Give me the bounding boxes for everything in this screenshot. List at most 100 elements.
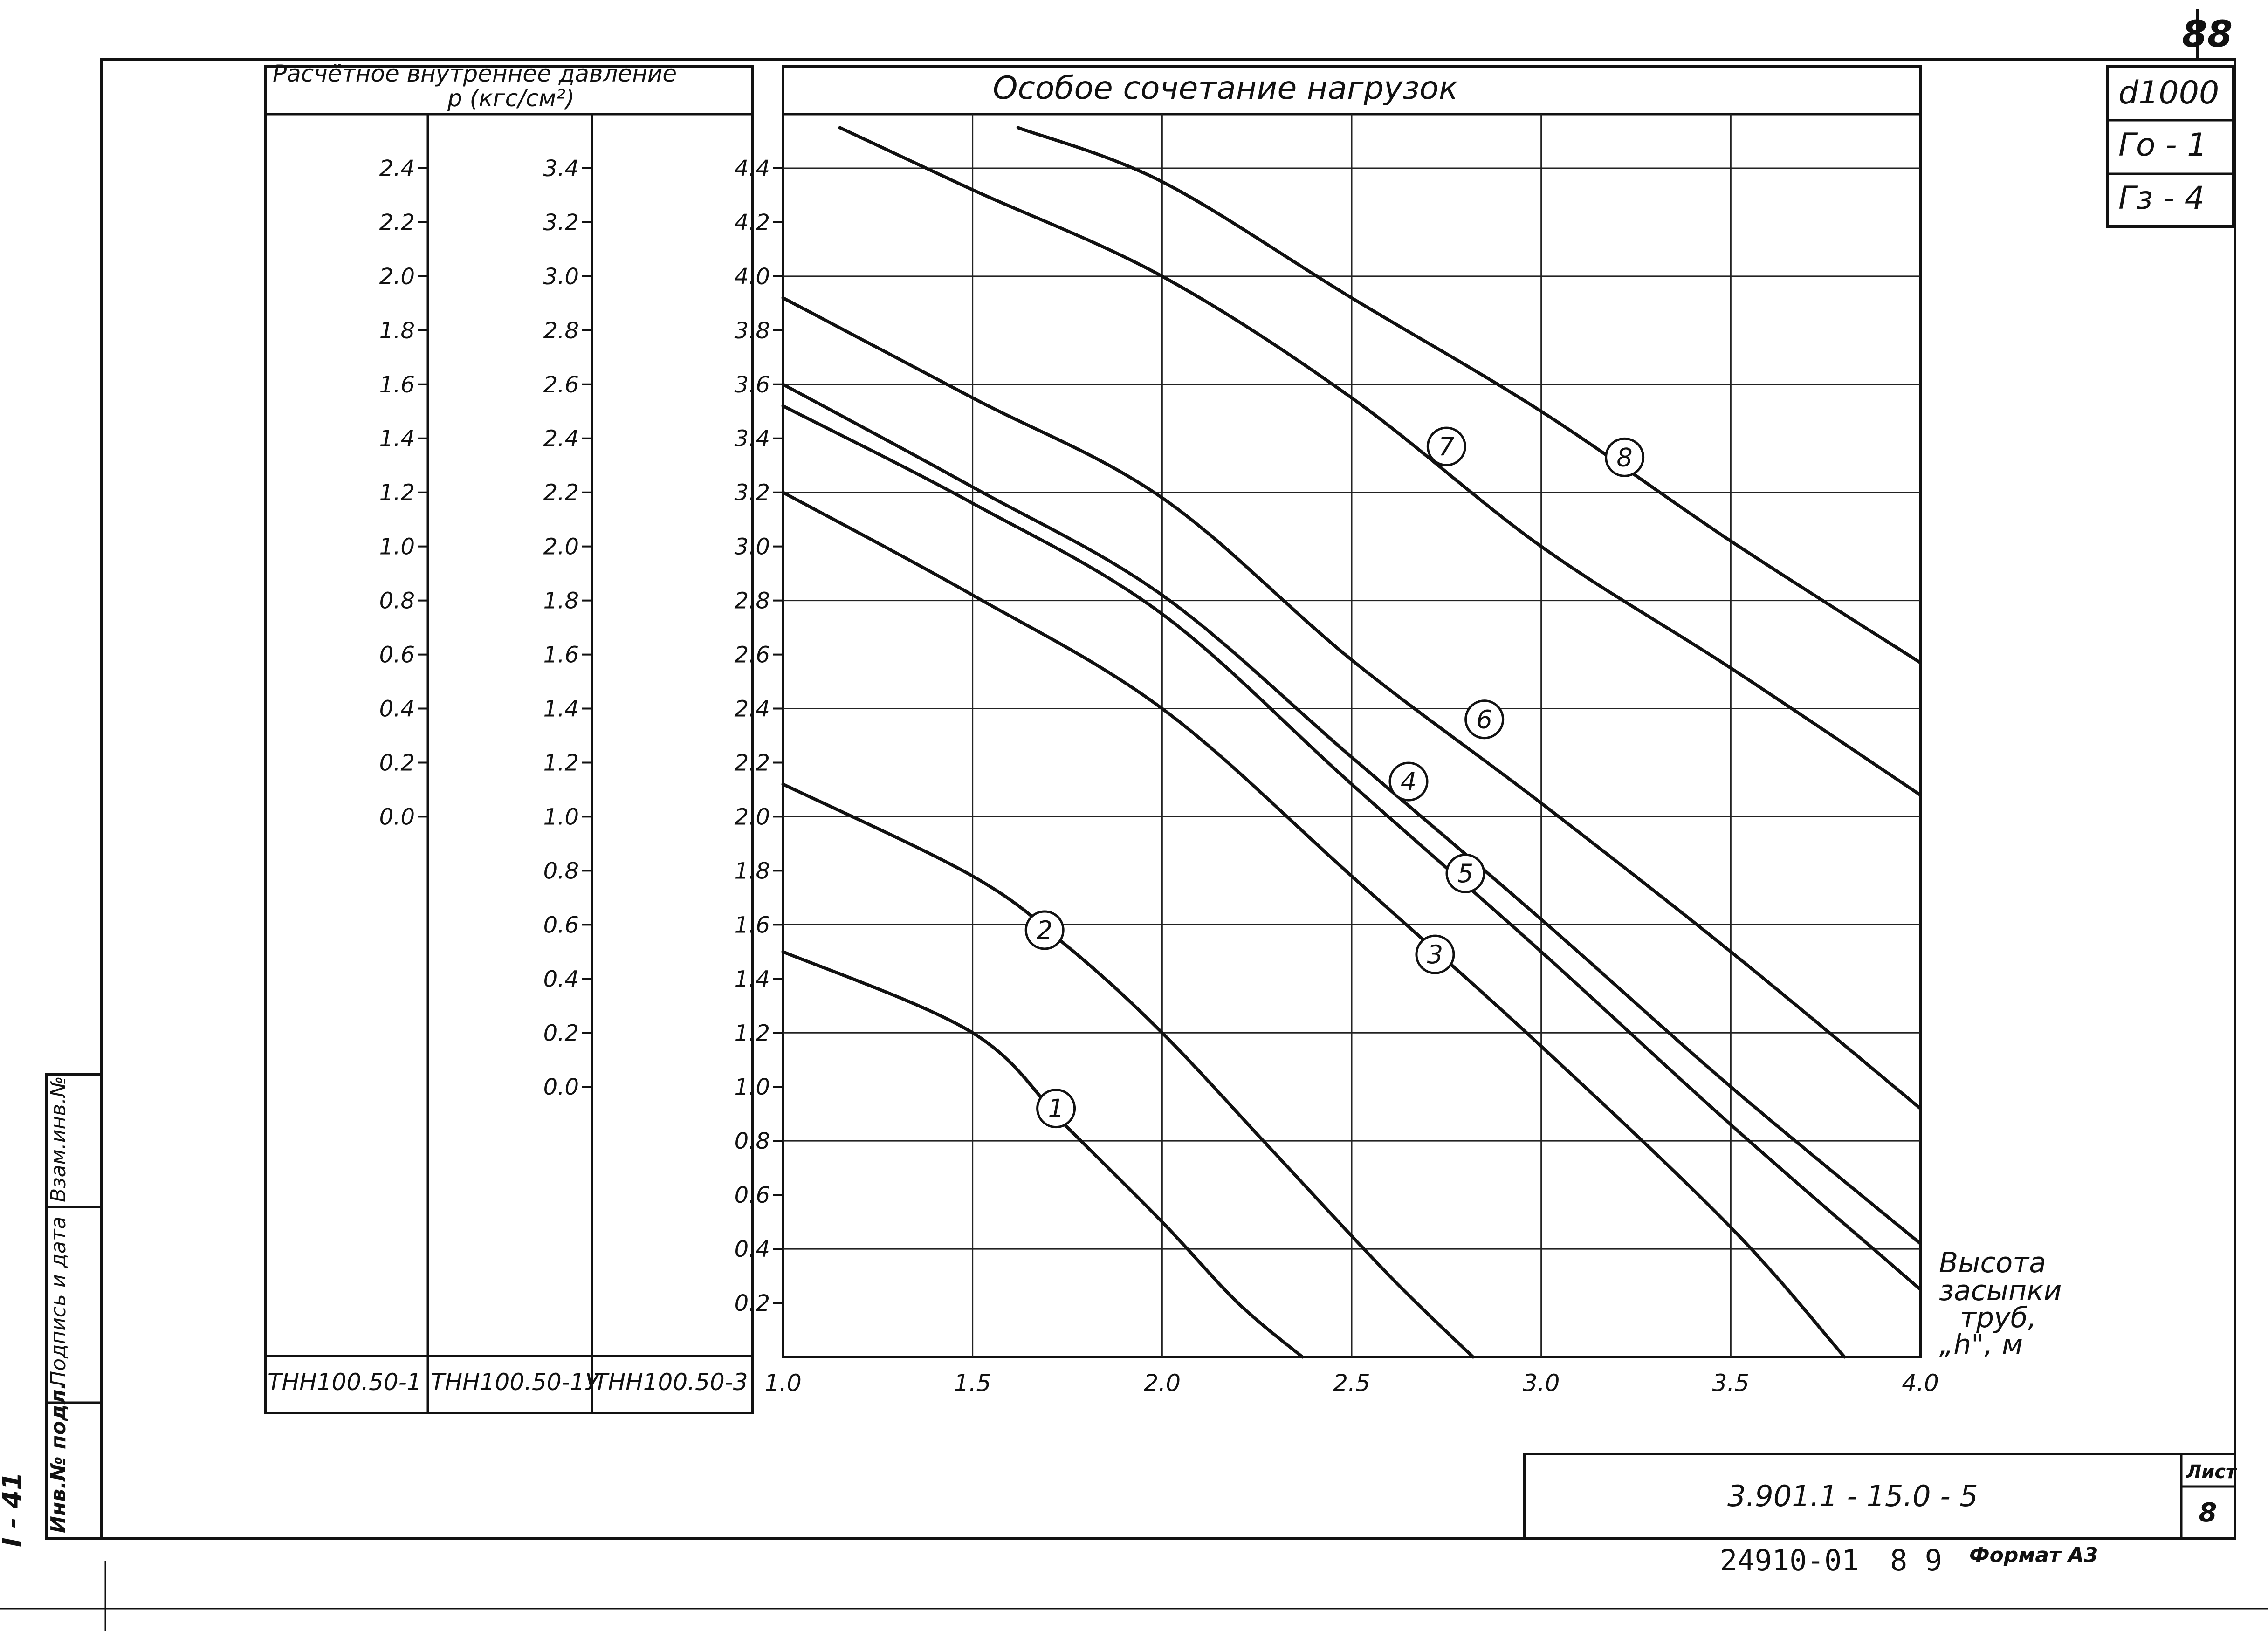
- title-block: 3.901.1 - 15.0 - 5 Лист 8 24910-01 8 9 Ф…: [1523, 1453, 2238, 1577]
- scale-table-border: [264, 65, 754, 1414]
- scale-tick-label: 3.4: [543, 156, 579, 182]
- curve-marker-2: 2: [1024, 910, 1065, 950]
- axis-label-line1: Высота: [1939, 1247, 2046, 1279]
- scale-label-2: ТНН100.50-1У: [431, 1369, 601, 1396]
- spec-gamma-z: Гз - 4: [2118, 180, 2205, 217]
- stamp-inventory-label: Инв.№ подл.: [47, 1382, 70, 1533]
- scale-tick-label: 4.0: [735, 264, 770, 290]
- curve-marker-6: 6: [1464, 699, 1505, 740]
- scale-tick-label: 0.2: [379, 750, 415, 776]
- scale-tick-label: 2.6: [735, 642, 770, 668]
- scale-tick-label: 2.4: [543, 426, 579, 452]
- curve-marker-label: 5: [1457, 859, 1473, 888]
- scale-tick-label: 1.4: [543, 696, 579, 722]
- x-tick-label: 3.5: [1712, 1370, 1750, 1397]
- x-tick-label: 3.0: [1523, 1370, 1560, 1397]
- x-tick-label: 1.5: [954, 1370, 991, 1397]
- curve-marker-circle: [1464, 699, 1505, 740]
- spec-gamma-o: Гo - 1: [2118, 127, 2207, 164]
- x-tick-label: 4.0: [1902, 1370, 1939, 1397]
- scale-tick-label: 2.0: [379, 264, 415, 290]
- scale-label-3: ТНН100.50-3: [594, 1369, 748, 1396]
- curve-marker-8: 8: [1605, 437, 1645, 477]
- scale-tick-label: 2.4: [379, 156, 415, 182]
- curve-3: [781, 491, 1846, 1359]
- sheet-number: 8: [2199, 1498, 2217, 1528]
- curve-marker-circle: [1445, 853, 1485, 893]
- x-tick-labels: 1.0 1.5 2.0 2.5 3.0 3.5 4.0: [764, 1370, 1939, 1397]
- curve-marker-circle: [1426, 426, 1466, 466]
- scale-tick-label: 2.6: [543, 372, 579, 398]
- axis-label-line2: засыпки: [1939, 1275, 2062, 1307]
- spec-box: d1000 Гo - 1 Гз - 4: [2106, 65, 2235, 228]
- title-block-border: [1523, 1453, 2236, 1540]
- x-tick-label: 2.5: [1333, 1370, 1370, 1397]
- curve-marker-label: 6: [1476, 705, 1492, 734]
- chart-grid: [783, 114, 1920, 1357]
- curve-marker-1: 1: [1036, 1089, 1076, 1129]
- scale-tick-label: 1.0: [735, 1074, 770, 1100]
- scale-tick-label: 1.2: [543, 750, 579, 776]
- scale-tick-label: 3.2: [735, 480, 770, 506]
- spec-diameter: d1000: [2118, 75, 2219, 111]
- sheet-marker: I - 41: [0, 1472, 27, 1547]
- curve-marker-label: 4: [1401, 767, 1416, 796]
- scale-label-1: ТНН100.50-1: [268, 1369, 422, 1396]
- stamp-signature-label: Подпись и дата: [47, 1217, 70, 1386]
- curve-marker-circle: [1388, 761, 1429, 802]
- scale-tick-label: 2.8: [543, 318, 579, 344]
- scale-tick-label: 0.8: [379, 588, 415, 614]
- scale-tick-label: 0.8: [735, 1128, 770, 1154]
- scale-tick-label: 1.8: [543, 588, 579, 614]
- curve-marker-4: 4: [1388, 761, 1429, 802]
- scale-ticks: 2.4 2.2 2.0 1.8 1.6 1.4 1.2 1.0 0.8 0.6 0.4 0.2 0.0 3…: [379, 156, 783, 1316]
- scale-tick-label: 1.8: [735, 858, 770, 884]
- curve-6: [781, 296, 1922, 1110]
- x-tick-label: 2.0: [1144, 1370, 1181, 1397]
- scale-tick-label: 3.2: [543, 210, 579, 236]
- bottom-number: 8 9: [1890, 1543, 1942, 1577]
- spec-box-border: [2106, 65, 2235, 228]
- scale-tick-label: 2.2: [379, 210, 415, 236]
- curve-marker-label: 1: [1048, 1094, 1064, 1124]
- chart-curves: [781, 126, 1922, 1359]
- scale-tick-label: 0.6: [543, 912, 579, 938]
- scale-tick-label: 1.4: [379, 426, 415, 452]
- scale-tick-label: 0.4: [735, 1236, 770, 1262]
- scale-tick-label: 2.0: [543, 534, 579, 560]
- scale-tick-label: 1.0: [379, 534, 415, 560]
- axis-label-line4: „h", м: [1939, 1329, 2023, 1361]
- curve-marker-circle: [1605, 437, 1645, 477]
- scale-tick-label: 0.0: [379, 804, 415, 830]
- scale-tick-label: 0.2: [735, 1290, 770, 1316]
- scale-tick-label: 0.6: [735, 1182, 770, 1208]
- side-stamp: Инв.№ подл. Подпись и дата Взам.инв.№ I …: [0, 1073, 103, 1547]
- bottom-code: 24910-01: [1720, 1543, 1859, 1577]
- page-number: 88: [2182, 14, 2233, 55]
- scale-tick-label: 0.6: [379, 642, 415, 668]
- curve-marker-label: 7: [1438, 432, 1454, 461]
- scale-tick-label: 4.4: [735, 156, 770, 182]
- sheet-frame: [0, 9, 2268, 1631]
- curve-8: [1016, 126, 1922, 665]
- scale-tick-label: 3.6: [735, 372, 770, 398]
- curve-4: [781, 383, 1922, 1245]
- curve-marker-label: 2: [1037, 916, 1052, 945]
- curve-marker-circle: [1024, 910, 1065, 950]
- scale-tick-label: 2.2: [543, 480, 579, 506]
- stamp-replacement-label: Взам.инв.№: [47, 1076, 70, 1202]
- scale-tick-label: 4.2: [735, 210, 770, 236]
- scale-tick-label: 0.2: [543, 1020, 579, 1046]
- curve-marker-circle: [1415, 934, 1455, 974]
- scale-tick-label: 2.0: [735, 804, 770, 830]
- curve-marker-label: 8: [1616, 443, 1632, 472]
- scale-tick-label: 1.6: [543, 642, 579, 668]
- curve-labels: 1 2 3 4 5 6 7 8: [1024, 426, 1645, 1129]
- sheet-label: Лист: [2186, 1461, 2238, 1483]
- scale-tick-label: 0.0: [543, 1074, 579, 1100]
- curve-1: [781, 950, 1304, 1359]
- chart-title: Особое сочетание нагрузок: [993, 70, 1458, 107]
- pressure-title-line2: p (кгс/см²): [447, 85, 575, 112]
- scale-tick-label: 1.0: [543, 804, 579, 830]
